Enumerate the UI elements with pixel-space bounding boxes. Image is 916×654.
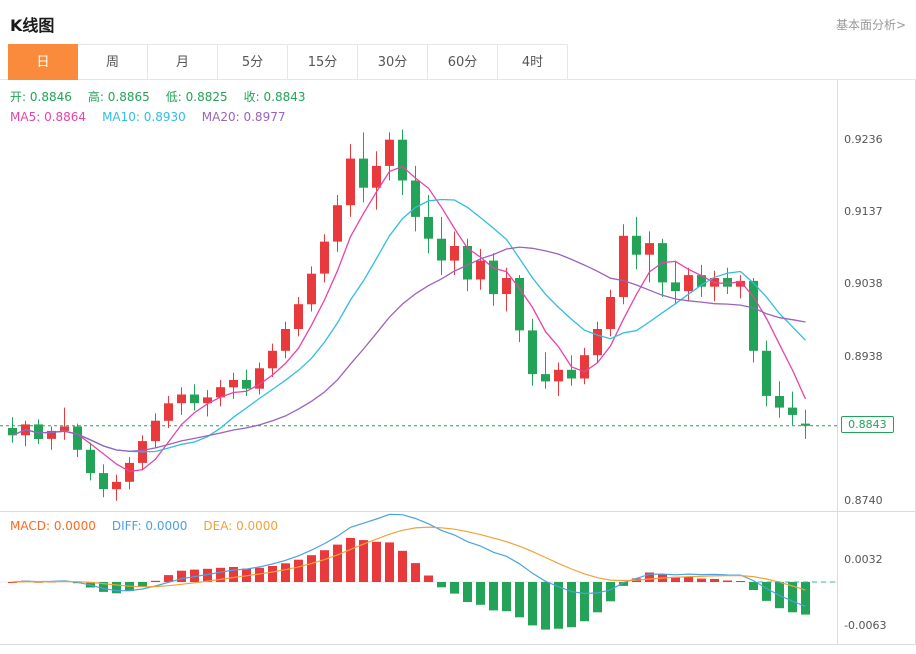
price-axis: 0.8843 0.9236 0.9137 0.9038 0.8938 0.8740 bbox=[837, 80, 915, 511]
current-price-tag: 0.8843 bbox=[841, 415, 894, 433]
dea-value-readout: DEA: 0.0000 bbox=[203, 519, 278, 533]
macd-label: MACD: bbox=[10, 519, 51, 533]
low-readout: 低: 0.8825 bbox=[166, 88, 228, 105]
kline-chart-container: 开: 0.8846 高: 0.8865 低: 0.8825 收: 0.8843 … bbox=[0, 80, 916, 645]
ma5-readout: MA5: 0.8864 bbox=[10, 110, 86, 124]
macd-value: 0.0000 bbox=[53, 519, 96, 533]
fundamental-analysis-link[interactable]: 基本面分析> bbox=[835, 17, 906, 32]
price-axis-label: 0.9137 bbox=[844, 204, 883, 218]
tab-month[interactable]: 月 bbox=[148, 44, 218, 80]
price-axis-label: 0.8938 bbox=[844, 349, 883, 363]
open-value: 0.8846 bbox=[29, 90, 72, 104]
low-value: 0.8825 bbox=[185, 90, 228, 104]
ma10-label: MA10: bbox=[102, 110, 140, 124]
high-label: 高: bbox=[87, 90, 104, 104]
ohlc-readout: 开: 0.8846 高: 0.8865 低: 0.8825 收: 0.8843 bbox=[10, 88, 306, 105]
ma20-value: 0.8977 bbox=[243, 110, 286, 124]
diff-value: 0.0000 bbox=[145, 519, 188, 533]
macd-axis-label: -0.0063 bbox=[844, 619, 887, 633]
ma20-label: MA20: bbox=[201, 110, 240, 124]
macd-chart-area[interactable]: MACD: 0.0000 DIFF: 0.0000 DEA: 0.0000 bbox=[0, 512, 838, 644]
low-label: 低: bbox=[165, 90, 182, 104]
price-axis-label: 0.9038 bbox=[844, 276, 883, 290]
page-title: K线图 bbox=[10, 16, 55, 35]
main-chart-area[interactable]: 开: 0.8846 高: 0.8865 低: 0.8825 收: 0.8843 … bbox=[0, 80, 838, 511]
ma-readout: MA5: 0.8864 MA10: 0.8930 MA20: 0.8977 bbox=[10, 110, 285, 124]
open-label: 开: bbox=[10, 90, 27, 104]
macd-axis: 0.0032 -0.0063 bbox=[837, 512, 915, 644]
ma5-value: 0.8864 bbox=[44, 110, 87, 124]
diff-value-readout: DIFF: 0.0000 bbox=[112, 519, 188, 533]
ma5-label: MA5: bbox=[10, 110, 41, 124]
high-value: 0.8865 bbox=[107, 90, 150, 104]
ma20-readout: MA20: 0.8977 bbox=[202, 110, 286, 124]
tab-week[interactable]: 周 bbox=[78, 44, 148, 80]
macd-readout: MACD: 0.0000 DIFF: 0.0000 DEA: 0.0000 bbox=[10, 519, 278, 533]
diff-label: DIFF: bbox=[111, 519, 142, 533]
close-readout: 收: 0.8843 bbox=[244, 88, 306, 105]
page-header: K线图 基本面分析> bbox=[0, 0, 916, 44]
macd-axis-label: 0.0032 bbox=[844, 552, 883, 566]
ma10-value: 0.8930 bbox=[143, 110, 186, 124]
tab-30min[interactable]: 30分 bbox=[358, 44, 428, 80]
tab-4hour[interactable]: 4时 bbox=[498, 44, 568, 80]
tab-15min[interactable]: 15分 bbox=[288, 44, 358, 80]
timeframe-tabs: 日 周 月 5分 15分 30分 60分 4时 bbox=[0, 44, 916, 80]
dea-label: DEA: bbox=[203, 519, 233, 533]
price-axis-label: 0.9236 bbox=[844, 132, 883, 146]
ma10-readout: MA10: 0.8930 bbox=[102, 110, 186, 124]
tab-60min[interactable]: 60分 bbox=[428, 44, 498, 80]
tab-5min[interactable]: 5分 bbox=[218, 44, 288, 80]
high-readout: 高: 0.8865 bbox=[88, 88, 150, 105]
candlestick-chart bbox=[0, 129, 838, 501]
macd-value-readout: MACD: 0.0000 bbox=[10, 519, 96, 533]
macd-chart bbox=[0, 513, 838, 630]
tab-day[interactable]: 日 bbox=[8, 44, 78, 80]
open-readout: 开: 0.8846 bbox=[10, 88, 72, 105]
close-label: 收: bbox=[243, 90, 260, 104]
price-axis-label: 0.8740 bbox=[844, 493, 883, 507]
dea-value: 0.0000 bbox=[236, 519, 279, 533]
close-value: 0.8843 bbox=[263, 90, 306, 104]
